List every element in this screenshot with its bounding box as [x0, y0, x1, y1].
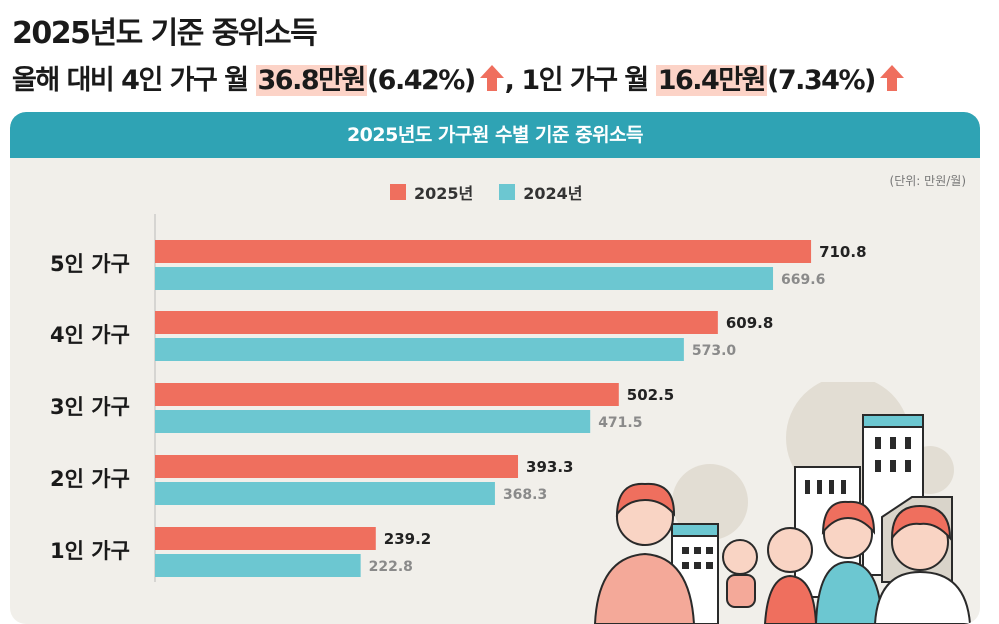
subtitle-highlight-1person: 16.4만원 — [655, 65, 767, 96]
legend-label-2024: 2024년 — [523, 184, 583, 203]
bar-2025 — [155, 455, 519, 478]
bar-2025 — [155, 240, 812, 263]
data-label: 222.8 — [369, 559, 413, 575]
up-arrow-icon — [479, 65, 504, 91]
family-illustration — [593, 382, 972, 624]
data-label: 393.3 — [526, 458, 573, 476]
subtitle-text-2: , 1인 가구 월 — [504, 65, 656, 96]
data-label: 669.6 — [781, 272, 825, 288]
up-arrow-icon — [879, 65, 904, 91]
unit-label: (단위: 만원/월) — [889, 174, 966, 188]
bar-2025 — [155, 527, 376, 550]
headline-subtitle: 올해 대비 4인 가구 월 36.8만원(6.42%) , 1인 가구 월 16.… — [12, 58, 905, 97]
subtitle-rate-4person: (6.42%) — [366, 65, 476, 96]
bar-2024 — [155, 338, 684, 361]
bar-2025 — [155, 311, 718, 334]
legend-item-2024: 2024년 — [499, 180, 583, 204]
category-label: 1인 가구 — [50, 539, 130, 563]
category-label: 2인 가구 — [50, 467, 130, 491]
subtitle-highlight-4person: 36.8만원 — [255, 65, 367, 96]
subtitle-rate-1person: (7.34%) — [766, 65, 876, 96]
data-label: 573.0 — [692, 343, 737, 359]
bar-2025 — [155, 383, 619, 406]
headline-title: 2025년도 기준 중위소득 — [12, 16, 318, 51]
chart-title: 2025년도 가구원 수별 기준 중위소득 — [10, 112, 980, 158]
bar-2024 — [155, 410, 591, 433]
data-label: 368.3 — [503, 487, 547, 503]
data-label: 710.8 — [819, 243, 866, 261]
legend-item-2025: 2025년 — [390, 180, 473, 204]
category-label: 4인 가구 — [50, 323, 130, 347]
legend-swatch-2025 — [390, 184, 406, 200]
bar-2024 — [155, 267, 774, 290]
chart-legend: 2025년 2024년 — [390, 180, 583, 204]
legend-label-2025: 2025년 — [414, 184, 474, 203]
category-label: 5인 가구 — [50, 252, 130, 276]
data-label: 471.5 — [598, 415, 642, 431]
data-label: 609.8 — [726, 314, 773, 332]
bar-2024 — [155, 554, 361, 577]
data-label: 502.5 — [627, 386, 674, 404]
bar-chart: 5인 가구 710.8 669.6 4인 가구 609.8 573.0 3인 가구 502.5… — [50, 214, 867, 582]
category-label: 3인 가구 — [50, 395, 130, 419]
legend-swatch-2024 — [499, 184, 516, 200]
chart-card: 2025년도 가구원 수별 기준 중위소득 (단위: 만원/월) 2025년 2… — [10, 112, 980, 624]
subtitle-text-1: 올해 대비 4인 가구 월 — [12, 65, 256, 96]
bar-2024 — [155, 482, 495, 505]
data-label: 239.2 — [384, 530, 431, 548]
